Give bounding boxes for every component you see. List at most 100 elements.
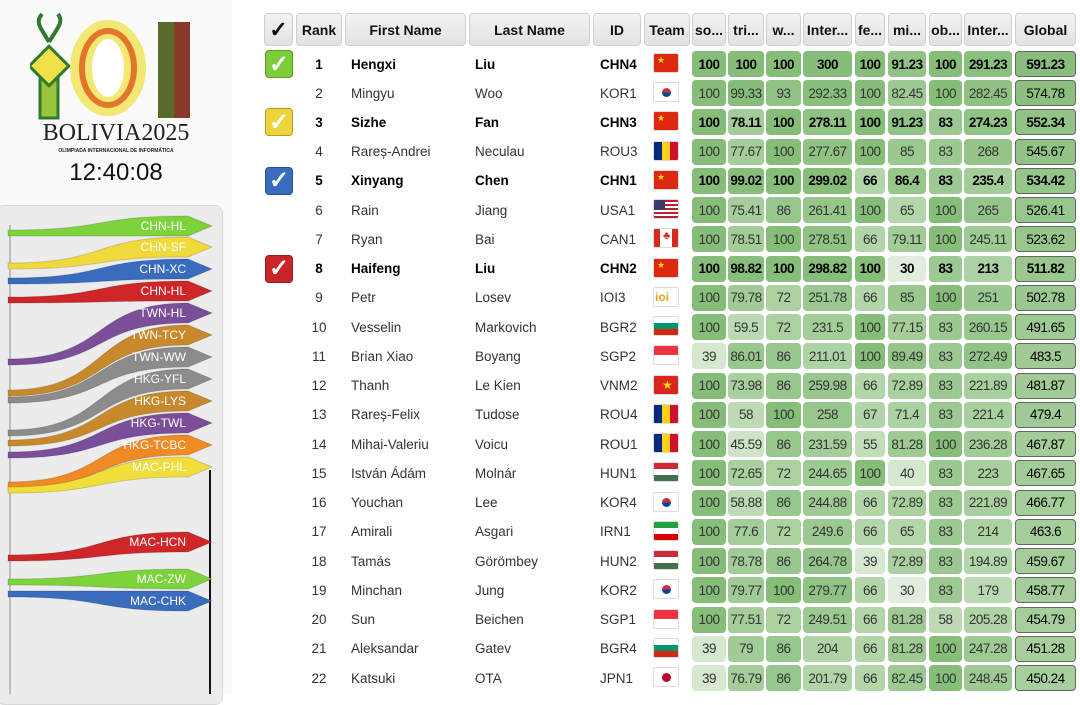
task-score: 100 xyxy=(692,577,726,604)
task-score: 221.89 xyxy=(964,489,1012,516)
task-score: 85 xyxy=(888,138,926,165)
table-row[interactable]: 19 Minchan Jung KOR2 100 79.77 100 279.77 66 30 83… xyxy=(264,575,1080,604)
header-first-name[interactable]: First Name xyxy=(345,13,466,46)
selection-checkbox[interactable]: ✓ xyxy=(265,254,293,283)
global-score: 467.65 xyxy=(1015,460,1076,487)
task-score: 235.4 xyxy=(964,167,1012,194)
rank: 20 xyxy=(311,612,327,628)
task-score: 72 xyxy=(766,314,801,341)
team-band xyxy=(7,258,214,285)
task-score: 205.28 xyxy=(964,606,1012,633)
task-score: 59.5 xyxy=(728,314,764,341)
header-score-6[interactable]: mi... xyxy=(888,13,926,46)
table-row[interactable]: ✓ 1 Hengxi Liu CHN4 ★ 100 100 100 300 100 91.23 100 2… xyxy=(264,49,1080,78)
team-band-label: CHN-SF xyxy=(141,240,186,254)
table-row[interactable]: 12 Thanh Le Kien VNM2 ★ 100 73.98 86 259.98 66 72.… xyxy=(264,371,1080,400)
team-band xyxy=(7,280,214,304)
table-row[interactable]: 10 Vesselin Markovich BGR2 100 59.5 72 231.5 100… xyxy=(264,312,1080,341)
contestant-id: ROU3 xyxy=(600,144,638,160)
table-row[interactable]: 21 Aleksandar Gatev BGR4 39 79 86 204 66 81.28 100… xyxy=(264,634,1080,663)
global-score: 479.4 xyxy=(1015,401,1076,428)
table-row[interactable]: 18 Tamás Görömbey HUN2 100 78.78 86 264.78 39 72.… xyxy=(264,546,1080,575)
task-score: 272.49 xyxy=(964,343,1012,370)
task-score: 72 xyxy=(766,460,801,487)
global-score: 545.67 xyxy=(1015,138,1076,165)
team-band xyxy=(7,236,214,270)
header-score-2[interactable]: tri... xyxy=(728,13,764,46)
table-row[interactable]: 4 Rareș-Andrei Neculau ROU3 100 77.67 100 277.6… xyxy=(264,137,1080,166)
global-score: 534.42 xyxy=(1015,167,1076,194)
table-row[interactable]: 6 Rain Jiang USA1 100 75.41 86 261.41 100 65 100 26… xyxy=(264,195,1080,224)
header-rank[interactable]: Rank xyxy=(296,13,342,46)
team-band-label: MAC-HCN xyxy=(129,535,186,549)
rank: 13 xyxy=(311,407,327,423)
header-global[interactable]: Global xyxy=(1015,13,1076,46)
table-row[interactable]: 14 Mihai-Valeriu Voicu ROU1 100 45.59 86 231.59… xyxy=(264,429,1080,458)
global-score: 526.41 xyxy=(1015,197,1076,224)
kor-flag-icon xyxy=(653,491,679,512)
task-score: 100 xyxy=(692,606,726,633)
last-name: Beichen xyxy=(475,612,524,628)
header-score-7[interactable]: ob... xyxy=(929,13,962,46)
contestant-id: KOR2 xyxy=(600,582,637,598)
task-score: 100 xyxy=(728,51,764,77)
last-name: Losev xyxy=(475,290,512,306)
header-select-all[interactable]: ✓ xyxy=(264,13,293,46)
first-name: Amirali xyxy=(351,524,393,540)
task-score: 58 xyxy=(728,401,764,428)
can-flag-icon: ♣ xyxy=(653,228,679,249)
contestant-id: SGP2 xyxy=(600,348,637,364)
table-row[interactable]: 16 Youchan Lee KOR4 100 58.88 86 244.88 66 72.89 8… xyxy=(264,488,1080,517)
header-score-4[interactable]: Inter... xyxy=(803,13,852,46)
table-row[interactable]: 7 Ryan Bai CAN1 ♣ 100 78.51 100 278.51 66 79.11 100… xyxy=(264,224,1080,253)
header-score-5[interactable]: fe... xyxy=(855,13,885,46)
first-name: Vesselin xyxy=(351,319,402,335)
task-score: 299.02 xyxy=(803,167,852,194)
task-score: 277.67 xyxy=(803,138,852,165)
last-name: Woo xyxy=(475,85,503,101)
header-team[interactable]: Team xyxy=(644,13,690,46)
table-row[interactable]: 17 Amirali Asgari IRN1 100 77.6 72 249.6 66 65 83 2… xyxy=(264,517,1080,546)
header-score-3[interactable]: w... xyxy=(766,13,801,46)
team-band-label: CHN-HL xyxy=(141,284,187,298)
last-name: Voicu xyxy=(475,436,509,452)
table-row[interactable]: 22 Katsuki OTA JPN1 39 76.79 86 201.79 66 82.45 10… xyxy=(264,663,1080,692)
table-row[interactable]: 11 Brian Xiao Boyang SGP2 39 86.01 86 211.01 100… xyxy=(264,341,1080,370)
first-name: Youchan xyxy=(351,495,404,511)
task-score: 100 xyxy=(692,460,726,487)
table-row[interactable]: ✓ 5 Xinyang Chen CHN1 ★ 100 99.02 100 299.02 66 86.… xyxy=(264,166,1080,195)
task-score: 83 xyxy=(929,255,962,282)
table-row[interactable]: 2 Mingyu Woo KOR1 100 99.33 93 292.33 100 82.45 10… xyxy=(264,78,1080,107)
header-id[interactable]: ID xyxy=(593,13,641,46)
first-name: Hengxi xyxy=(351,56,397,72)
task-score: 86 xyxy=(766,635,801,662)
selection-checkbox[interactable]: ✓ xyxy=(265,50,293,78)
task-score: 298.82 xyxy=(803,255,852,282)
table-row[interactable]: 20 Sun Beichen SGP1 100 77.51 72 249.51 66 81.28 5… xyxy=(264,605,1080,634)
task-score: 244.88 xyxy=(803,489,852,516)
last-name: Markovich xyxy=(475,319,537,335)
last-name: Boyang xyxy=(475,348,521,364)
header-score-8[interactable]: Inter... xyxy=(964,13,1012,46)
task-score: 194.89 xyxy=(964,548,1012,575)
task-score: 66 xyxy=(855,665,885,692)
table-row[interactable]: ✓ 3 Sizhe Fan CHN3 ★ 100 78.11 100 278.11 100 91.23… xyxy=(264,107,1080,137)
selection-checkbox[interactable]: ✓ xyxy=(265,166,293,195)
rank: 3 xyxy=(315,114,323,130)
task-score: 99.02 xyxy=(728,167,764,194)
selection-checkbox[interactable]: ✓ xyxy=(265,108,293,137)
task-score: 65 xyxy=(888,197,926,224)
task-score: 100 xyxy=(929,51,962,77)
task-score: 81.28 xyxy=(888,431,926,458)
task-score: 100 xyxy=(692,138,726,165)
task-score: 100 xyxy=(855,314,885,341)
table-row[interactable]: ✓ 8 Haifeng Liu CHN2 ★ 100 98.82 100 298.82 100 30 8… xyxy=(264,254,1080,283)
header-score-1[interactable]: so... xyxy=(692,13,726,46)
table-row[interactable]: 15 István Ádám Molnár HUN1 100 72.65 72 244.65 1… xyxy=(264,458,1080,487)
table-row[interactable]: 9 Petr Losev IOI3 ioi 100 79.78 72 251.78 66 85 100… xyxy=(264,283,1080,312)
table-row[interactable]: 13 Rareș-Felix Tudose ROU4 100 58 100 258 67 71.4… xyxy=(264,400,1080,429)
first-name: Aleksandar xyxy=(351,641,419,657)
first-name: Haifeng xyxy=(351,261,401,277)
task-score: 81.28 xyxy=(888,606,926,633)
header-last-name[interactable]: Last Name xyxy=(469,13,590,46)
